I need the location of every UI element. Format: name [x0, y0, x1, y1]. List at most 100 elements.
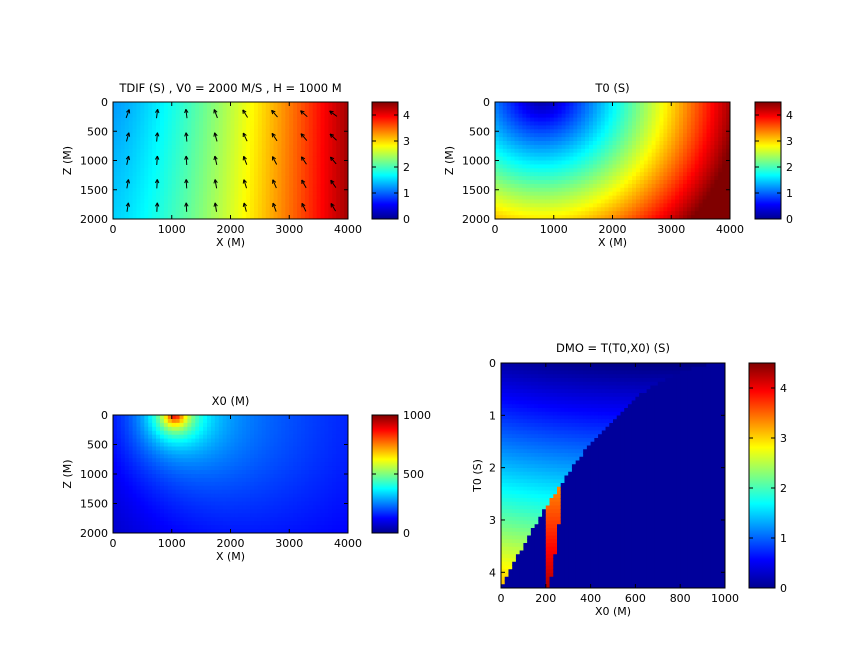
heatmap-cell — [502, 195, 508, 201]
heatmap-cell — [324, 125, 330, 130]
heatmap-cell — [128, 485, 134, 491]
heatmap-cell — [663, 164, 668, 169]
heatmap-cell — [690, 125, 696, 130]
heatmap-cell — [639, 160, 645, 165]
heatmap-cell — [124, 172, 130, 177]
heatmap-cell — [214, 191, 220, 197]
heatmap-cell — [136, 129, 142, 134]
heatmap-cell — [722, 117, 727, 123]
heatmap-cell — [273, 152, 279, 158]
heatmap-cell — [636, 215, 641, 219]
heatmap-cell — [542, 203, 547, 208]
heatmap-cell — [171, 203, 177, 208]
heatmap-cell — [498, 105, 504, 111]
heatmap-cell — [140, 129, 145, 134]
heatmap-cell — [214, 187, 220, 193]
heatmap-cell — [171, 470, 177, 475]
heatmap-cell — [167, 525, 173, 530]
heatmap-cell — [113, 109, 118, 115]
heatmap-cell — [116, 168, 122, 173]
heatmap-cell — [195, 183, 200, 189]
heatmap-cell — [683, 105, 688, 111]
heatmap-cell — [312, 102, 318, 107]
heatmap-cell — [320, 121, 326, 126]
heatmap-cell — [312, 160, 318, 165]
heatmap-cell — [336, 102, 341, 107]
heatmap-cell — [124, 215, 130, 219]
heatmap-cell — [116, 137, 122, 142]
heatmap-cell — [261, 454, 267, 459]
heatmap-cell — [324, 109, 330, 115]
heatmap-cell — [671, 207, 676, 212]
heatmap-cell — [651, 207, 657, 212]
heatmap-cell — [542, 109, 547, 115]
heatmap-cell — [257, 517, 263, 522]
heatmap-cell — [569, 129, 574, 134]
heatmap-cell — [581, 117, 586, 123]
heatmap-cell — [498, 172, 504, 177]
heatmap-cell — [187, 505, 192, 510]
heatmap-cell — [651, 160, 657, 165]
heatmap-cell — [269, 156, 275, 162]
heatmap-cell — [663, 207, 668, 212]
heatmap-cell — [116, 485, 122, 491]
heatmap-cell — [175, 183, 181, 189]
heatmap-cell — [690, 129, 696, 134]
heatmap-cell — [690, 141, 696, 146]
heatmap-cell — [495, 109, 500, 115]
heatmap-cell — [344, 113, 348, 119]
heatmap-cell — [250, 485, 255, 491]
heatmap-cell — [277, 215, 283, 219]
heatmap-cell — [234, 129, 239, 134]
heatmap-cell — [596, 215, 602, 219]
heatmap-cell — [140, 109, 145, 115]
heatmap-cell — [238, 117, 243, 123]
heatmap-cell — [116, 215, 122, 219]
heatmap-cell — [285, 203, 290, 208]
heatmap-cell — [234, 485, 239, 491]
heatmap-cell — [207, 521, 212, 526]
heatmap-cell — [140, 422, 145, 428]
heatmap-cell — [179, 109, 185, 115]
heatmap-cell — [218, 144, 224, 150]
heatmap-cell — [694, 199, 700, 204]
heatmap-cell — [257, 474, 263, 479]
heatmap-cell — [187, 105, 192, 111]
heatmap-cell — [624, 148, 629, 154]
heatmap-cell — [663, 125, 668, 130]
heatmap-cell — [120, 152, 126, 158]
heatmap-cell — [495, 176, 500, 181]
heatmap-cell — [514, 141, 520, 146]
heatmap-cell — [639, 180, 645, 185]
heatmap-cell — [175, 466, 181, 471]
heatmap-cell — [187, 109, 192, 115]
heatmap-cell — [624, 180, 629, 185]
heatmap-cell — [281, 133, 286, 138]
quiver-arrow — [271, 156, 278, 165]
heatmap-cell — [328, 113, 333, 119]
heatmap-cell — [320, 211, 326, 216]
heatmap-cell — [132, 125, 138, 130]
heatmap-cell — [675, 117, 680, 123]
heatmap-cell — [671, 195, 676, 201]
heatmap-cell — [596, 176, 602, 181]
heatmap-cell — [179, 505, 185, 510]
heatmap-cell — [683, 148, 688, 154]
heatmap-cell — [612, 133, 618, 138]
heatmap-cell — [140, 517, 145, 522]
heatmap-cell — [581, 144, 586, 150]
heatmap-cell — [222, 121, 228, 126]
heatmap-cell — [187, 481, 192, 487]
heatmap-cell — [683, 125, 688, 130]
heatmap-cell — [655, 176, 661, 181]
heatmap-cell — [686, 195, 692, 201]
heatmap-cell — [191, 137, 196, 142]
heatmap-cell — [113, 513, 118, 518]
heatmap-cell — [160, 470, 165, 475]
heatmap-cell — [140, 187, 145, 193]
heatmap-cell — [710, 199, 715, 204]
heatmap-cell — [218, 454, 224, 459]
heatmap-cell — [655, 137, 661, 142]
heatmap-cell — [214, 438, 220, 444]
heatmap-cell — [686, 191, 692, 197]
